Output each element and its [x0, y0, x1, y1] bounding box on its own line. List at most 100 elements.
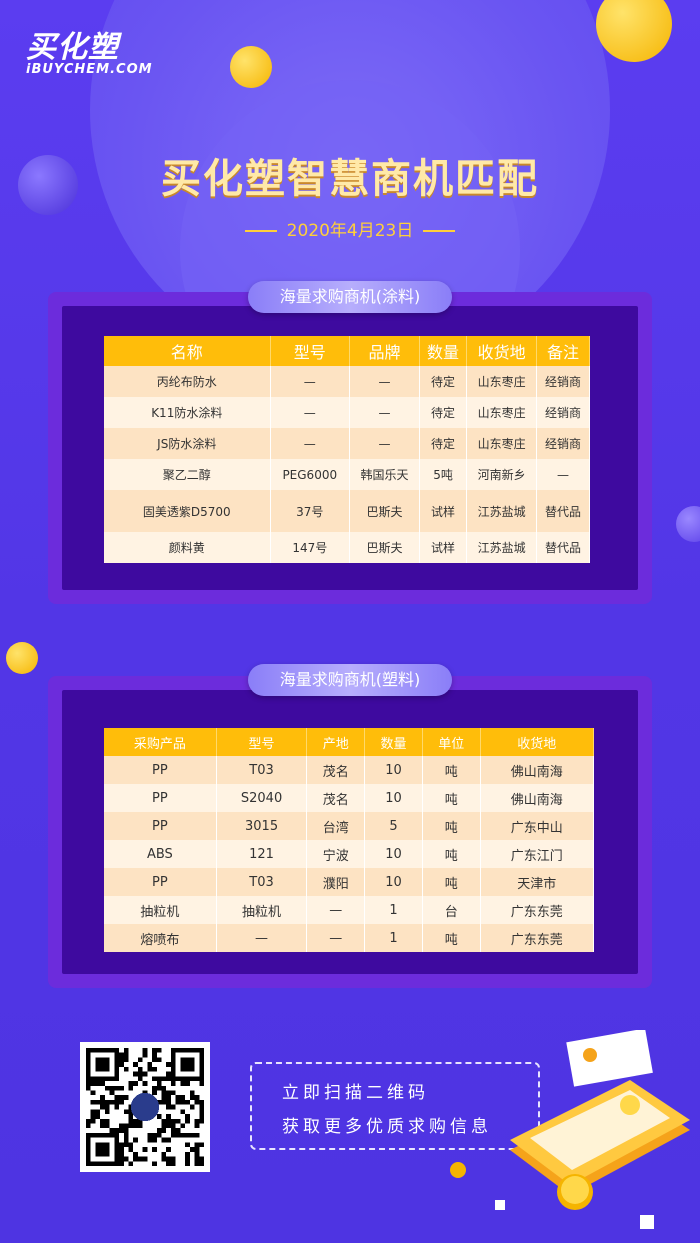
table-cell: T03 — [216, 756, 308, 784]
table-cell: — — [306, 896, 366, 924]
table-cell: PP — [104, 868, 217, 896]
table-cell: 121 — [216, 840, 308, 868]
cta-box: 立即扫描二维码 获取更多优质求购信息 — [250, 1062, 540, 1150]
phone-coins-illustration — [495, 1030, 690, 1229]
table-cell: 10 — [364, 784, 423, 812]
decor-ball-yellow — [230, 46, 272, 88]
table-cell: 经销商 — [536, 366, 590, 397]
table-cell: 试样 — [419, 490, 468, 532]
table-cell: 待定 — [419, 428, 468, 459]
section-label-plastics: 海量求购商机(塑料) — [248, 664, 452, 696]
table-cell: 广东东莞 — [480, 924, 595, 952]
table-cell: — — [270, 397, 351, 428]
coatings-table: 名称 型号 品牌 数量 收货地 备注 丙纶布防水 — — 待定 山东枣庄 经销商 K11防水涂料 — — 待定… — [104, 336, 590, 563]
column-header: 数量 — [364, 728, 423, 756]
table-cell: 聚乙二醇 — [104, 459, 271, 490]
table-cell: 吨 — [422, 924, 481, 952]
table-row: JS防水涂料 — — 待定 山东枣庄 经销商 — [104, 428, 590, 459]
table-cell: — — [306, 924, 366, 952]
table-cell: T03 — [216, 868, 308, 896]
table-cell: 37号 — [270, 490, 351, 532]
qr-code[interactable] — [80, 1042, 210, 1172]
logo: 买化塑 iBUYCHEM.COM — [26, 22, 153, 77]
table-cell: — — [270, 428, 351, 459]
table-cell: 台 — [422, 896, 481, 924]
column-header: 产地 — [306, 728, 366, 756]
decor-ball-yellow — [596, 0, 672, 62]
decor-ball-yellow — [450, 1162, 466, 1178]
table-cell: — — [349, 366, 420, 397]
table-cell: 江苏盐城 — [466, 490, 538, 532]
table-cell: 抽粒机 — [104, 896, 217, 924]
table-cell: S2040 — [216, 784, 308, 812]
column-header: 名称 — [104, 336, 271, 366]
cta-line2: 获取更多优质求购信息 — [282, 1117, 492, 1137]
table-row: PP 3015 台湾 5 吨广东中山 — [104, 812, 595, 840]
table-cell: 10 — [364, 868, 423, 896]
table-cell: 吨 — [422, 784, 481, 812]
table-cell: PEG6000 — [270, 459, 351, 490]
table-cell: PP — [104, 812, 217, 840]
table-row: 丙纶布防水 — — 待定 山东枣庄 经销商 — [104, 366, 590, 397]
table-cell: PP — [104, 756, 217, 784]
table-cell: 替代品 — [536, 532, 590, 563]
date: 2020年4月23日 — [0, 216, 700, 241]
column-header: 采购产品 — [104, 728, 217, 756]
table-cell: 濮阳 — [306, 868, 366, 896]
table-cell: 茂名 — [306, 784, 366, 812]
table-row: 抽粒机 抽粒机 —1 台广东东莞 — [104, 896, 595, 924]
table-cell: 山东枣庄 — [466, 397, 538, 428]
table-cell: 试样 — [419, 532, 468, 563]
table-cell: 10 — [364, 756, 423, 784]
decor-ball-yellow — [6, 642, 38, 674]
table-cell: 巴斯夫 — [349, 490, 420, 532]
table-cell: 替代品 — [536, 490, 590, 532]
table-cell: JS防水涂料 — [104, 428, 271, 459]
table-row: 聚乙二醇 PEG6000 韩国乐天 5吨 河南新乡 — — [104, 459, 590, 490]
column-header: 单位 — [422, 728, 481, 756]
table-cell: 3015 — [216, 812, 308, 840]
logo-cn: 买化塑 — [26, 30, 119, 65]
decor-ball-purple — [676, 506, 700, 542]
table-cell: 固美透紫D5700 — [104, 490, 271, 532]
column-header: 型号 — [216, 728, 308, 756]
table-cell: 待定 — [419, 366, 468, 397]
logo-en: iBUYCHEM.COM — [26, 62, 153, 77]
table-row: 固美透紫D5700 37号 巴斯夫 试样 江苏盐城 替代品 — [104, 490, 590, 532]
table-cell: 茂名 — [306, 756, 366, 784]
table-row: 颜料黄 147号 巴斯夫 试样 江苏盐城 替代品 — [104, 532, 590, 563]
section-label-coatings: 海量求购商机(涂料) — [248, 281, 452, 313]
table-cell: 5吨 — [419, 459, 468, 490]
cta-line1: 立即扫描二维码 — [282, 1083, 429, 1103]
table-cell: ABS — [104, 840, 217, 868]
table-cell: 广东中山 — [480, 812, 595, 840]
table-cell: 佛山南海 — [480, 784, 595, 812]
table-cell: — — [270, 366, 351, 397]
table-cell: 1 — [364, 924, 423, 952]
table-row: PP T03 茂名 10 吨佛山南海 — [104, 756, 595, 784]
column-header: 型号 — [270, 336, 351, 366]
table-cell: 佛山南海 — [480, 756, 595, 784]
column-header: 备注 — [536, 336, 590, 366]
date-text: 2020年4月23日 — [286, 221, 414, 241]
table-cell: 5 — [364, 812, 423, 840]
table-cell: 经销商 — [536, 397, 590, 428]
page-title: 买化塑智慧商机匹配 — [161, 156, 539, 202]
table-cell: 10 — [364, 840, 423, 868]
table-cell: 吨 — [422, 868, 481, 896]
plastics-table: 采购产品 型号 产地 数量 单位 收货地 PP T03 茂名 10 吨佛山南海 PP S2040 茂名 10… — [104, 728, 595, 952]
decor-ball-purple — [18, 155, 78, 215]
table-cell: 江苏盐城 — [466, 532, 538, 563]
table-cell: — — [536, 459, 590, 490]
table-row: ABS 121 宁波 10 吨广东江门 — [104, 840, 595, 868]
table-cell: 吨 — [422, 812, 481, 840]
table-cell: 山东枣庄 — [466, 428, 538, 459]
table-cell: 宁波 — [306, 840, 366, 868]
column-header: 品牌 — [349, 336, 420, 366]
table-cell: 经销商 — [536, 428, 590, 459]
table-cell: 广东江门 — [480, 840, 595, 868]
column-header: 收货地 — [480, 728, 595, 756]
table-cell: 抽粒机 — [216, 896, 308, 924]
column-header: 数量 — [419, 336, 468, 366]
